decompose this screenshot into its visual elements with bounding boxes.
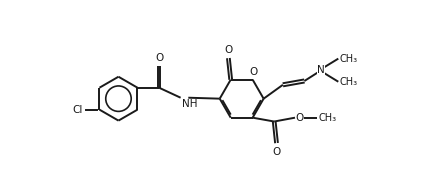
Text: O: O (224, 45, 233, 55)
Text: CH₃: CH₃ (340, 54, 358, 64)
Text: Cl: Cl (72, 105, 82, 115)
Text: O: O (296, 113, 304, 123)
Text: O: O (249, 67, 257, 77)
Text: N: N (318, 65, 325, 75)
Text: O: O (273, 147, 281, 157)
Text: O: O (155, 53, 163, 63)
Text: CH₃: CH₃ (340, 77, 358, 87)
Text: NH: NH (182, 99, 197, 109)
Text: CH₃: CH₃ (318, 113, 336, 123)
